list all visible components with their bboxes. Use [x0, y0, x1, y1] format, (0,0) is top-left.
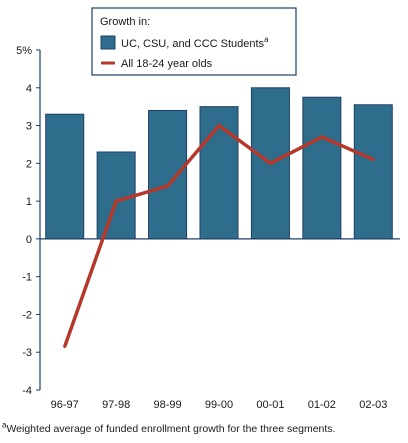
legend-title: Growth in: — [100, 16, 150, 28]
legend: Growth in: UC, CSU, and CCC Studentsa Al… — [91, 7, 297, 76]
y-tick-label: -4 — [22, 385, 32, 397]
x-tick-label: 96-97 — [51, 399, 79, 411]
footnote: aWeighted average of funded enrollment g… — [2, 420, 336, 435]
y-tick-label: 0 — [26, 234, 32, 246]
y-tick-label: 5% — [16, 45, 32, 57]
x-tick-label: 98-99 — [154, 399, 182, 411]
legend-bar-superscript: a — [264, 35, 269, 44]
x-tick-label: 00-01 — [256, 399, 284, 411]
chart-svg: -4 -3 -2 -1 0 1 2 3 4 5% 96-97 97-98 98-99 99-00 00-01… — [16, 7, 400, 411]
y-tick-label: -1 — [22, 272, 32, 284]
bar — [148, 109, 188, 240]
line-point — [268, 161, 272, 165]
bar — [199, 106, 239, 240]
y-tick-label: 2 — [26, 158, 32, 170]
footnote-text: Weighted average of funded enrollment gr… — [6, 423, 336, 435]
bar — [302, 96, 342, 240]
bar — [96, 151, 136, 240]
bar — [353, 104, 393, 240]
line-point — [320, 135, 324, 139]
y-tick-label: 3 — [26, 121, 32, 133]
legend-line-label: All 18-24 year olds — [121, 58, 213, 70]
y-tick-label: -2 — [22, 309, 32, 321]
legend-bar-swatch — [100, 35, 116, 50]
x-tick-label: 97-98 — [102, 399, 130, 411]
x-tick-label: 99-00 — [205, 399, 233, 411]
line-point — [63, 345, 67, 349]
y-tick-label: -3 — [22, 347, 32, 359]
line-point — [114, 199, 118, 203]
line-point — [371, 158, 375, 162]
legend-bar-label: UC, CSU, and CCC Studentsa — [121, 35, 269, 50]
line-point — [217, 124, 221, 128]
x-tick-label: 02-03 — [359, 399, 387, 411]
legend-box — [91, 7, 297, 76]
footnote-marker: a — [2, 420, 7, 430]
x-tick-label: 01-02 — [308, 399, 336, 411]
y-tick-label: 4 — [26, 83, 32, 95]
line-point — [166, 184, 170, 188]
y-tick-label: 1 — [26, 196, 32, 208]
bar — [45, 113, 85, 240]
plot-area: -4 -3 -2 -1 0 1 2 3 4 5% 96-97 97-98 98-99 99-00 00-01… — [16, 45, 400, 411]
